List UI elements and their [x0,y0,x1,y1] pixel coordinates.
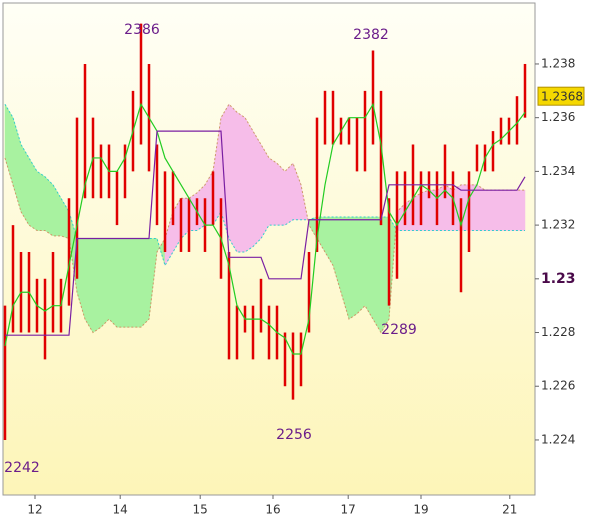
x-tick-label: 14 [113,503,128,517]
x-tick-label: 21 [502,503,517,517]
cloud-fill [484,189,494,231]
indicator-line [4,102,526,355]
cloud-fill [236,111,246,253]
cloud-fill [132,238,142,328]
cloud-fill [356,216,366,315]
cloud-fill [92,238,102,333]
cloud-fill [44,176,54,237]
cloud-fill [284,162,294,226]
cloud-fill [84,238,94,334]
y-tick-label: 1.232 [541,218,575,232]
x-tick-label: 17 [341,503,356,517]
cloud-fill [516,189,526,231]
cloud-fill [116,238,126,328]
last-price-box [537,86,585,106]
cloud-fill [372,216,382,334]
x-tick-label: 19 [413,503,428,517]
indicator-line [5,130,526,336]
cloud-fill [252,130,262,248]
cloud [4,103,526,334]
y-tick-label: 1.236 [541,110,575,124]
y-tick-label: 1.238 [541,56,575,70]
annotation: 2256 [276,427,312,443]
cloud-fill [244,116,254,253]
cloud-fill [100,238,110,328]
cloud-fill [108,238,118,328]
x-tick-label: 12 [27,503,42,517]
x-tick-label: 16 [265,503,280,517]
cloud-fill [36,170,46,231]
cloud-fill [492,189,502,231]
y-tick-label: 1.23 [541,271,576,287]
annotation: 2242 [4,460,40,476]
cloud-span [4,103,525,334]
last-price-label: 1.2368 [541,90,583,104]
cloud-fill [476,184,486,231]
y-tick-label: 1.234 [541,164,575,178]
cloud-fill [348,216,358,320]
y-tick-label: 1.226 [541,379,575,393]
cloud-fill [364,216,374,321]
annotation: 2386 [124,22,160,38]
cloud-fill [508,189,518,231]
annotation: 2382 [353,27,389,43]
y-tick-label: 1.224 [541,432,575,446]
cloud-fill [140,238,150,328]
annotation: 2289 [381,322,417,338]
cloud-fill [276,162,286,226]
x-tick-label: 15 [193,503,208,517]
cloud-fill [260,143,270,240]
cloud-fill [268,157,278,226]
cloud-fill [228,103,238,253]
cloud-fill [500,189,510,231]
marks [3,23,527,440]
y-tick-label: 1.228 [541,325,575,339]
cloud-fill [124,238,134,328]
